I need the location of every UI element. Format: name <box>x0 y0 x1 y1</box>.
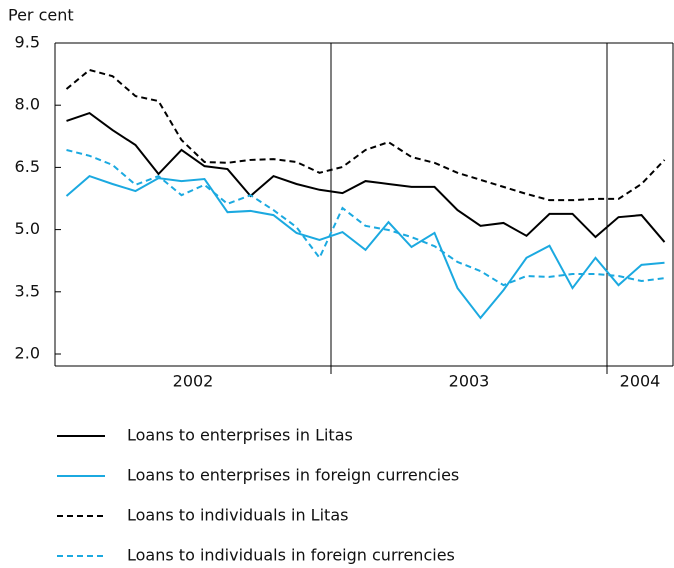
x-group-label: 2003 <box>449 372 490 391</box>
y-tick-label: 6.5 <box>15 157 40 176</box>
series-line <box>66 111 666 243</box>
series-line <box>66 149 665 287</box>
legend-label: Loans to enterprises in Litas <box>127 426 353 445</box>
x-group-label: 2002 <box>173 372 214 391</box>
y-tick-label: 8.0 <box>15 95 40 114</box>
y-tick-label: 3.5 <box>15 281 40 300</box>
x-group-label: 2004 <box>620 372 661 391</box>
legend-label: Loans to enterprises in foreign currenci… <box>127 466 459 485</box>
y-tick-label: 5.0 <box>15 219 40 238</box>
y-axis-label: Per cent <box>8 6 74 25</box>
legend-label: Loans to individuals in Litas <box>127 506 348 525</box>
y-tick-label: 2.0 <box>15 344 40 363</box>
series-line <box>65 174 665 320</box>
y-tick-label: 9.5 <box>15 33 40 52</box>
legend-label: Loans to individuals in foreign currenci… <box>127 546 455 565</box>
series-line <box>65 68 666 202</box>
